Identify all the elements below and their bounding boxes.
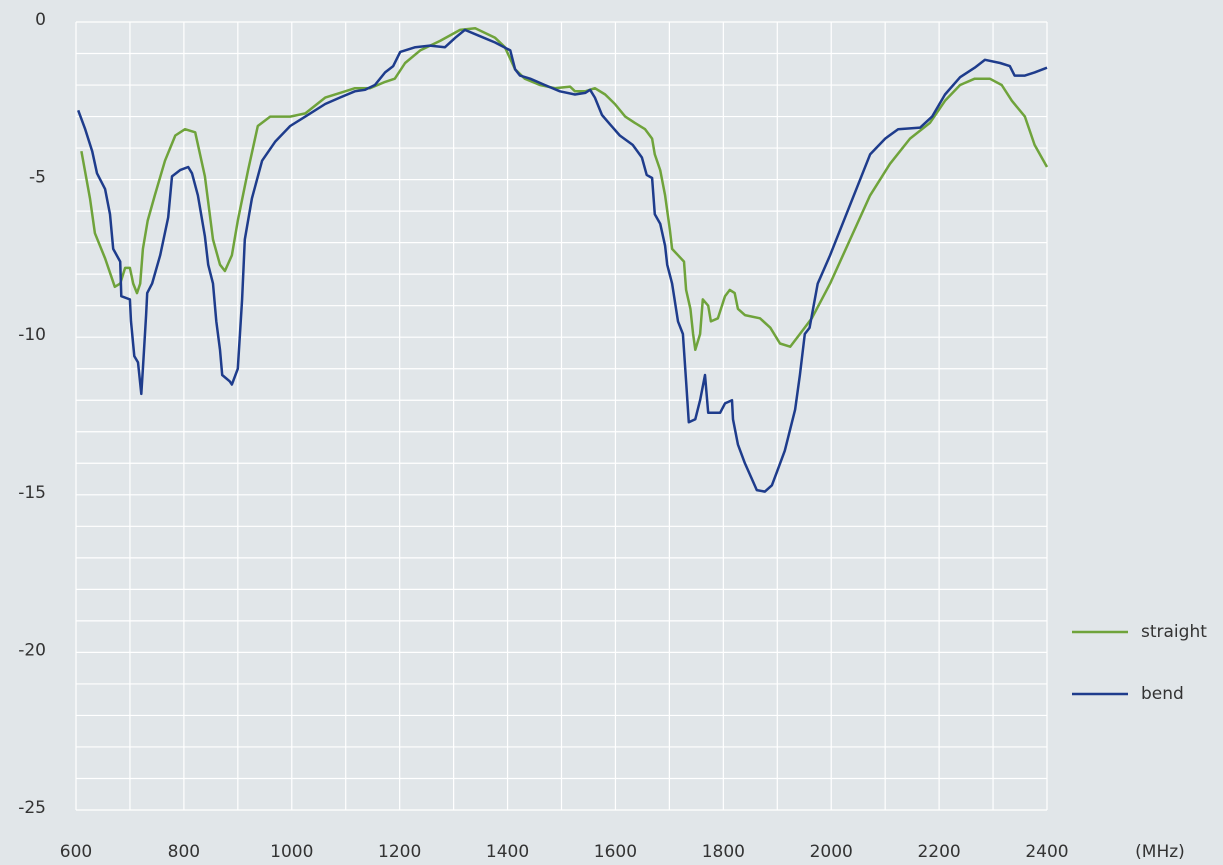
x-tick-label: 1400 xyxy=(486,842,529,862)
y-tick-label: -10 xyxy=(18,325,46,345)
legend-label: straight xyxy=(1141,622,1207,642)
x-tick-label: 2000 xyxy=(810,842,853,862)
y-tick-label: -20 xyxy=(18,640,46,660)
y-tick-label: -25 xyxy=(18,798,46,818)
x-tick-label: 1800 xyxy=(702,842,745,862)
x-tick-label: 1000 xyxy=(270,842,313,862)
x-tick-label: 2200 xyxy=(917,842,960,862)
x-tick-label: 1600 xyxy=(594,842,637,862)
data-line xyxy=(77,28,1048,493)
y-tick-label: -5 xyxy=(29,168,46,188)
x-tick-label: 2400 xyxy=(1025,842,1068,862)
legend-label: bend xyxy=(1141,684,1184,704)
x-tick-label: 600 xyxy=(60,842,92,862)
y-tick-label: 0 xyxy=(35,10,46,30)
data-line xyxy=(80,27,1049,352)
x-axis-label: (MHz) xyxy=(1135,842,1185,862)
y-tick-label: -15 xyxy=(18,483,46,503)
x-tick-label: 1200 xyxy=(378,842,421,862)
x-tick-label: 800 xyxy=(168,842,200,862)
